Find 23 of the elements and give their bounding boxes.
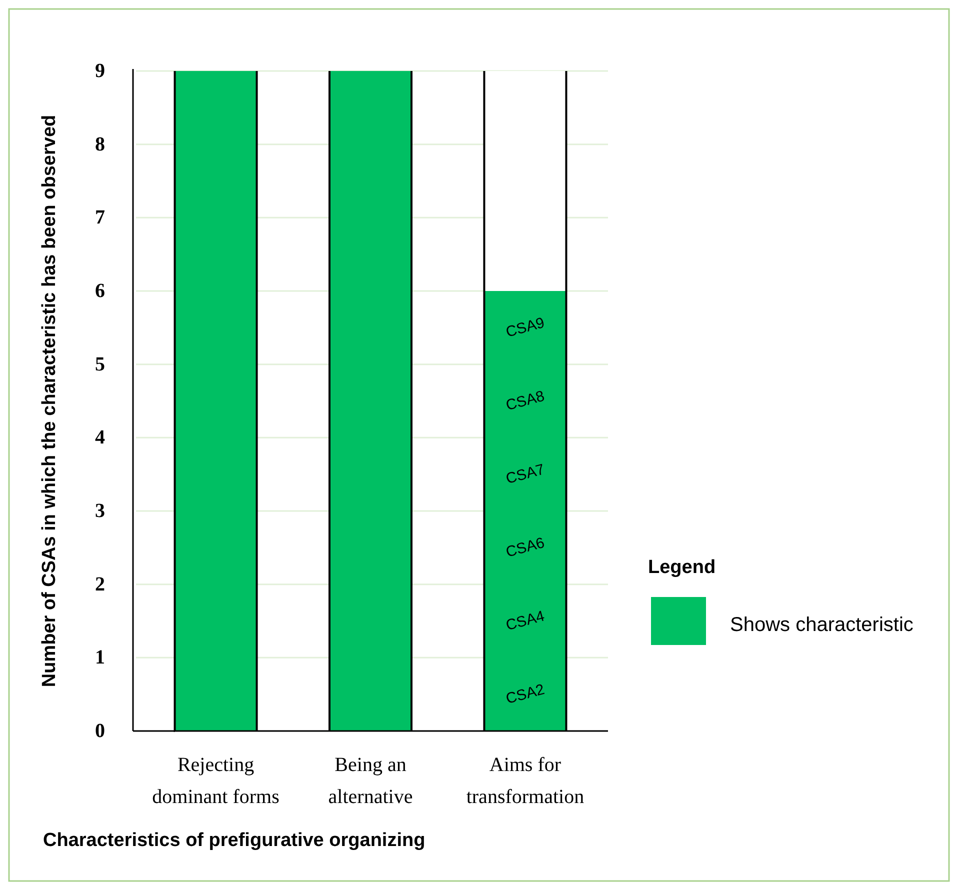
annotation: CSA8: [504, 388, 546, 414]
annotation: CSA9: [504, 314, 546, 341]
annotation: CSA4: [504, 608, 546, 634]
annotation: CSA2: [504, 681, 546, 708]
annotation: CSA7: [504, 461, 546, 488]
x-axis-title: Characteristics of prefigurative organizing: [43, 830, 426, 851]
x-tick-label: Rejecting dominant forms: [152, 754, 280, 808]
y-tick-label: 5: [95, 353, 105, 376]
legend-title: Legend: [648, 557, 716, 578]
y-tick-label: 8: [95, 133, 105, 156]
y-tick-label: 4: [95, 426, 105, 449]
x-tick-label: Being an alternative: [328, 754, 413, 808]
x-tick-label: Aims for transformation: [466, 754, 584, 808]
y-tick-label: 6: [95, 280, 105, 302]
annotation: CSA6: [504, 534, 546, 561]
legend-label: Shows characteristic: [730, 614, 914, 636]
y-tick-label: 3: [95, 500, 105, 522]
y-tick-label: 7: [95, 206, 105, 229]
y-tick-label: 9: [95, 60, 105, 82]
y-tick-label: 0: [95, 720, 105, 742]
y-tick-label: 1: [95, 646, 105, 669]
y-tick-label: 2: [95, 573, 105, 596]
y-axis-title: Number of CSAs in which the characteristic has been observed: [39, 114, 60, 688]
